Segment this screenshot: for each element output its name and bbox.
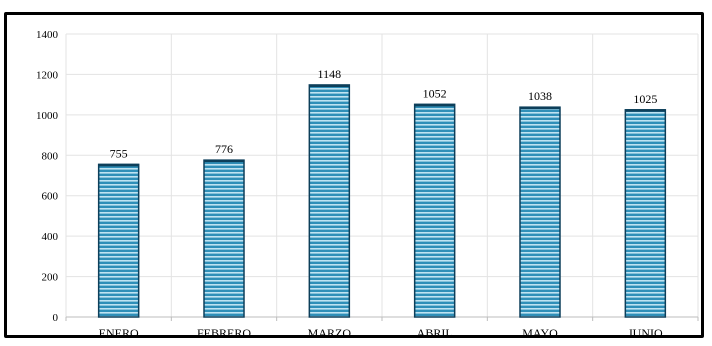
axes (65, 316, 699, 321)
data-label: 1038 (528, 89, 552, 103)
gridlines (65, 33, 699, 317)
bars (97, 84, 667, 318)
y-tick-label: 200 (42, 272, 59, 284)
x-category-label: JUNIO (628, 326, 663, 340)
bar-abril (413, 103, 456, 318)
y-tick-label: 1000 (36, 110, 59, 122)
bar-mayo (519, 106, 561, 318)
data-label: 1025 (633, 92, 657, 106)
data-label: 1052 (423, 86, 447, 100)
y-tick-label: 1200 (36, 69, 59, 81)
data-label: 755 (110, 146, 128, 160)
x-category-label: ABRIL (417, 326, 453, 340)
y-tick-label: 1400 (36, 29, 59, 41)
x-category-label: ENERO (99, 326, 139, 340)
bar-junio (624, 109, 667, 318)
y-tick-label: 600 (42, 191, 59, 203)
data-label: 776 (215, 142, 233, 156)
labels: 0 200 400 600 800 1000 1200 1400 755 ENERO 776 FEBR… (36, 29, 663, 340)
y-tick-label: 0 (53, 312, 59, 324)
y-tick-label: 800 (42, 150, 59, 162)
x-category-label: MARZO (308, 326, 352, 340)
bar-febrero (203, 159, 245, 318)
y-tick-label: 400 (42, 231, 59, 243)
bar-enero (97, 163, 140, 318)
x-category-label: MAYO (522, 326, 558, 340)
data-label: 1148 (318, 67, 342, 81)
bar-marzo (308, 84, 351, 318)
x-category-label: FEBRERO (197, 326, 251, 340)
